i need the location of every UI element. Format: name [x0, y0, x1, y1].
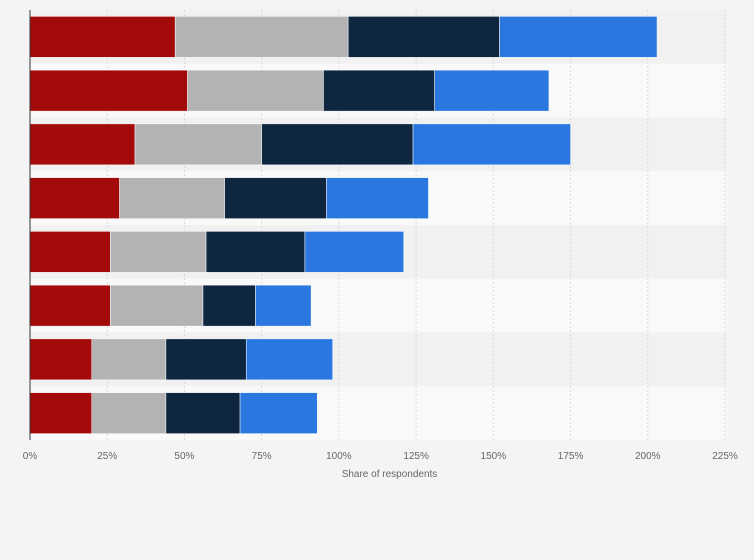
bar-segment — [29, 284, 111, 327]
x-tick-label: 100% — [326, 451, 352, 462]
bar-segment — [326, 177, 429, 219]
x-tick-label: 75% — [252, 451, 272, 462]
bar-segment — [91, 338, 167, 381]
bar-segment — [110, 284, 204, 327]
x-tick-label: 150% — [481, 451, 507, 462]
bar-segment — [434, 69, 550, 112]
bar-segment — [29, 69, 188, 112]
bar-segment — [205, 231, 306, 273]
bar-segment — [174, 16, 349, 58]
bar-segment — [224, 177, 327, 219]
bar-segment — [91, 392, 167, 434]
bar-segment — [165, 338, 247, 381]
bar-segment — [29, 16, 176, 58]
bar-segment — [165, 392, 241, 434]
bar-segment — [245, 338, 333, 381]
bar-segment — [412, 123, 571, 166]
x-tick-label: 200% — [635, 451, 661, 462]
bar-segment — [202, 284, 256, 327]
bar-segment — [110, 231, 207, 273]
x-tick-label: 175% — [558, 451, 584, 462]
bars — [29, 16, 658, 434]
bar-segment — [347, 16, 500, 58]
x-tick-label: 125% — [403, 451, 429, 462]
bar-segment — [255, 284, 312, 327]
bar-segment — [499, 16, 658, 58]
x-tick-labels: 0% 25% 50% 75% 100% 125% 150% 175% 200% 225% — [23, 451, 738, 462]
x-tick-label: 225% — [712, 451, 738, 462]
bar-segment — [29, 231, 111, 273]
bar-segment — [29, 392, 93, 434]
bar-segment — [304, 231, 405, 273]
bar-segment — [261, 123, 414, 166]
x-tick-label: 25% — [97, 451, 117, 462]
x-axis-title: Share of respondents — [342, 469, 438, 480]
x-tick-label: 50% — [174, 451, 194, 462]
bar-segment — [29, 123, 136, 166]
bar-segment — [119, 177, 225, 219]
bar-segment — [187, 69, 324, 112]
x-tick-label: 0% — [23, 451, 38, 462]
bar-segment — [29, 177, 120, 219]
bar-segment — [134, 123, 262, 166]
bar-segment — [239, 392, 318, 434]
bar-segment — [29, 338, 93, 381]
bar-segment — [323, 69, 435, 112]
